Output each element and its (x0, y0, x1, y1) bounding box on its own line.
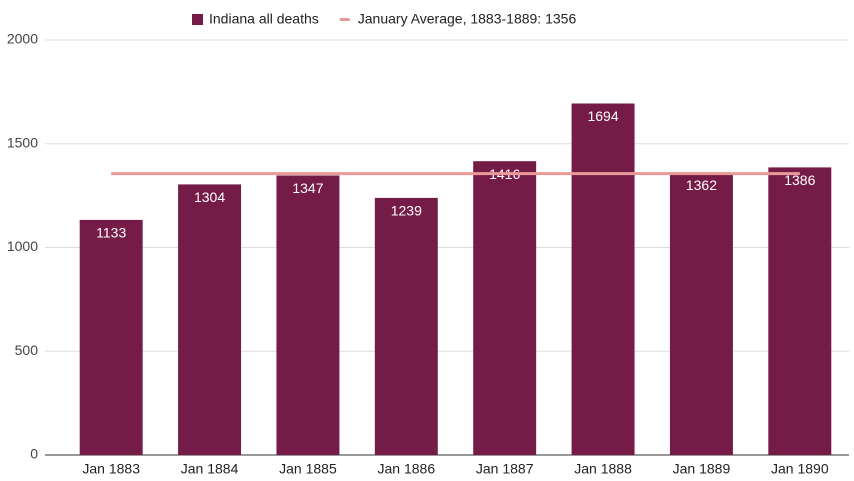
y-tick-label: 2000 (7, 31, 38, 47)
y-tick-label: 0 (30, 446, 38, 462)
bar (571, 103, 635, 456)
bar (473, 161, 537, 455)
bar (79, 219, 143, 455)
bar (669, 172, 733, 455)
x-tick-label: Jan 1888 (574, 461, 632, 477)
data-label: 1386 (784, 172, 815, 188)
bar (374, 197, 438, 455)
y-tick-label: 1500 (7, 134, 38, 150)
x-tick-label: Jan 1884 (181, 461, 239, 477)
x-tick-label: Jan 1889 (673, 461, 731, 477)
legend-label: January Average, 1883-1889: 1356 (358, 11, 577, 27)
data-label: 1694 (587, 108, 618, 124)
x-tick-label: Jan 1883 (82, 461, 140, 477)
y-tick-label: 500 (15, 342, 39, 358)
data-label: 1304 (194, 189, 225, 205)
data-label: 1133 (96, 225, 126, 241)
legend-swatch (192, 14, 203, 25)
data-label: 1362 (686, 177, 717, 193)
bar (178, 184, 242, 456)
x-tick-label: Jan 1885 (279, 461, 337, 477)
y-tick-label: 1000 (7, 238, 38, 254)
bar (768, 167, 832, 455)
x-tick-label: Jan 1890 (771, 461, 829, 477)
legend-label: Indiana all deaths (209, 11, 319, 27)
x-tick-label: Jan 1887 (476, 461, 534, 477)
data-label: 1347 (292, 180, 323, 196)
data-label: 1239 (391, 203, 422, 219)
x-tick-label: Jan 1886 (378, 461, 436, 477)
bar (276, 175, 340, 455)
